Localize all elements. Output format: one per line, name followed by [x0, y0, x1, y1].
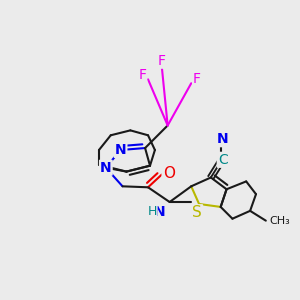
Text: N: N: [217, 132, 228, 146]
Text: C: C: [218, 153, 227, 167]
Text: H: H: [147, 205, 157, 218]
Text: F: F: [138, 68, 146, 83]
Text: F: F: [193, 72, 201, 86]
Text: N: N: [115, 143, 126, 157]
Text: N: N: [154, 205, 166, 219]
Text: S: S: [192, 205, 202, 220]
Text: O: O: [163, 166, 175, 181]
Text: CH₃: CH₃: [270, 216, 290, 226]
Text: F: F: [158, 54, 166, 68]
Text: N: N: [100, 161, 112, 175]
